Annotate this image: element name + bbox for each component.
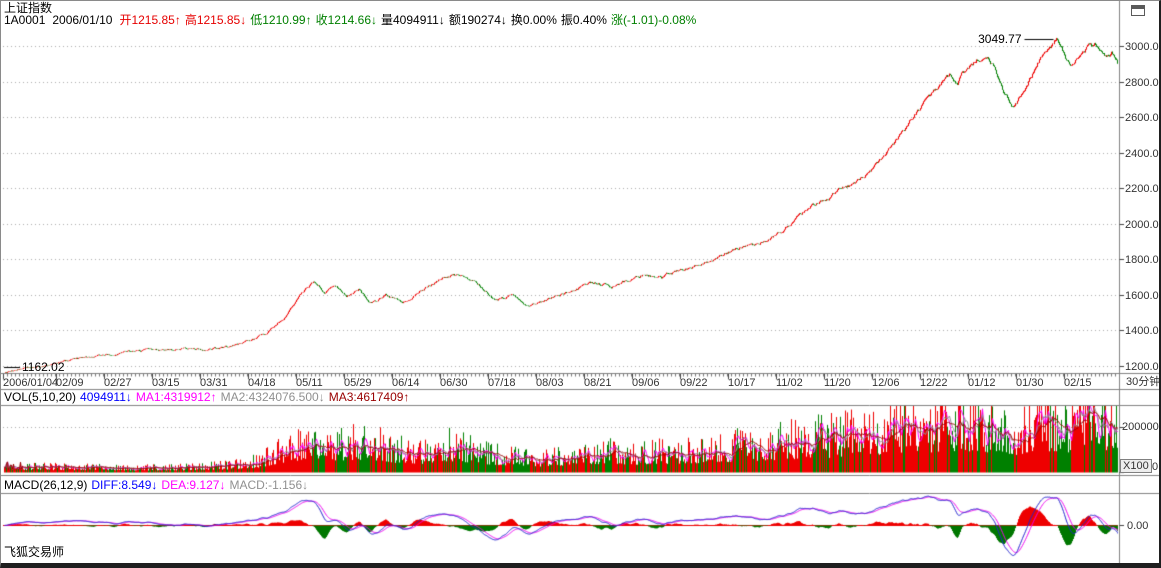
- date-tick-label: 01/12: [968, 377, 996, 389]
- low-field: 低1210.99↑: [250, 13, 312, 27]
- restore-window-icon[interactable]: [1131, 5, 1145, 16]
- vol-indicator-label: VOL(5,10,20): [4, 390, 77, 404]
- date-tick-label: 12/22: [920, 377, 948, 389]
- volume-field: 量4094911↓: [381, 13, 445, 27]
- date-tick-label: 05/29: [344, 377, 372, 389]
- vol-current-value: 4094911↓: [80, 390, 132, 404]
- date-tick-label: 08/21: [584, 377, 612, 389]
- price-tick-label: 2400.0: [1125, 147, 1159, 160]
- volume-indicator-bar: VOL(5,10,20) 4094911↓ MA1:4319912↑ MA2:4324…: [4, 391, 413, 404]
- date-tick-label: 2006/01/04: [3, 377, 59, 389]
- change-field: 涨(-1.01)-0.08%: [610, 13, 697, 27]
- price-tick-label: 3000.0: [1125, 41, 1159, 53]
- date-tick-label: 06/30: [440, 377, 468, 389]
- macd-value: MACD:-1.156↓: [229, 478, 309, 492]
- high-field: 高1215.85↓: [184, 13, 247, 27]
- date-tick-label: 12/06: [872, 377, 900, 389]
- page-title: 上证指数: [4, 1, 53, 15]
- macd-indicator-bar: MACD(26,12,9) DIFF:8.549↓ DEA:9.127↓ MACD:-…: [4, 479, 312, 492]
- vol-ma1-value: MA1:4319912↑: [135, 390, 217, 404]
- price-tick-label: 1400.0: [1125, 325, 1159, 338]
- date-tick-label: 05/11: [296, 377, 323, 389]
- date-tick-label: 02/27: [104, 377, 132, 389]
- turnover-field: 换0.00%: [510, 13, 557, 27]
- macd-pane[interactable]: [3, 494, 1118, 558]
- main-kline-pane[interactable]: [3, 25, 1118, 373]
- date-tick-label: 09/22: [680, 377, 708, 389]
- price-tick-label: 2000.0: [1125, 218, 1159, 231]
- date-tick-label: 03/15: [152, 377, 180, 389]
- date-tick-label: 09/06: [632, 377, 660, 389]
- high-price-annotation: 3049.77: [978, 31, 1022, 46]
- price-tick-label: 2200.0: [1125, 183, 1159, 196]
- date-tick-label: 07/18: [488, 377, 516, 389]
- date-tick-label: 11/20: [824, 377, 851, 389]
- quote-date: 2006/01/10: [52, 13, 113, 27]
- date-tick-label: 08/03: [536, 377, 564, 389]
- restore-window-icon-bar: [1132, 6, 1144, 9]
- date-tick-label: 04/18: [248, 377, 276, 389]
- price-tick-label: 2800.0: [1125, 76, 1159, 89]
- price-tick-label: 2600.0: [1125, 112, 1159, 125]
- open-field: 开1215.85↑: [119, 13, 181, 27]
- period-label[interactable]: 30分钟: [1126, 376, 1161, 388]
- quote-fields: 开1215.85↑ 高1215.85↓ 低1210.99↑ 收1214.66↓ 量409…: [119, 13, 700, 27]
- price-tick-label: 1200.0: [1125, 361, 1159, 373]
- volume-axis-zero-label: 0: [1152, 461, 1159, 473]
- price-tick-label: 1800.0: [1125, 254, 1159, 267]
- date-tick-label: 06/14: [392, 377, 420, 389]
- macd-fields: MACD(26,12,9) DIFF:8.549↓ DEA:9.127↓ MACD:-…: [4, 478, 312, 492]
- symbol-code: 1A0001: [4, 13, 46, 27]
- volume-pane[interactable]: [3, 406, 1118, 474]
- date-tick-label: 10/17: [728, 377, 756, 389]
- status-bar-app-name: 飞狐交易师: [4, 545, 65, 559]
- low-price-annotation: 1162.02: [22, 360, 65, 374]
- amount-field: 额190274↓: [448, 13, 507, 27]
- vol-ma3-value: MA3:4617409↑: [328, 390, 410, 404]
- date-tick-label: 01/30: [1016, 377, 1044, 389]
- volume-unit-box: X100: [1120, 459, 1152, 473]
- volume-axis-mid-label: 200000: [1122, 421, 1159, 433]
- macd-dea-value: DEA:9.127↓: [161, 478, 226, 492]
- macd-indicator-label: MACD(26,12,9): [4, 478, 88, 492]
- quote-info-bar: 1A0001 2006/01/10 开1215.85↑ 高1215.85↓ 低1210.…: [4, 14, 700, 27]
- date-tick-label: 02/09: [56, 377, 84, 389]
- date-tick-label: 03/31: [200, 377, 228, 389]
- price-tick-label: 1600.0: [1125, 289, 1159, 302]
- amplitude-field: 振0.40%: [560, 13, 607, 27]
- date-tick-label: 11/02: [776, 377, 803, 389]
- volume-fields: VOL(5,10,20) 4094911↓ MA1:4319912↑ MA2:4324…: [4, 390, 413, 404]
- vol-ma2-value: MA2:4324076.500↓: [220, 390, 325, 404]
- macd-axis-zero-label: 0.00: [1127, 520, 1149, 532]
- close-field: 收1214.66↓: [315, 13, 377, 27]
- macd-diff-value: DIFF:8.549↓: [91, 478, 158, 492]
- date-tick-label: 02/15: [1064, 377, 1092, 389]
